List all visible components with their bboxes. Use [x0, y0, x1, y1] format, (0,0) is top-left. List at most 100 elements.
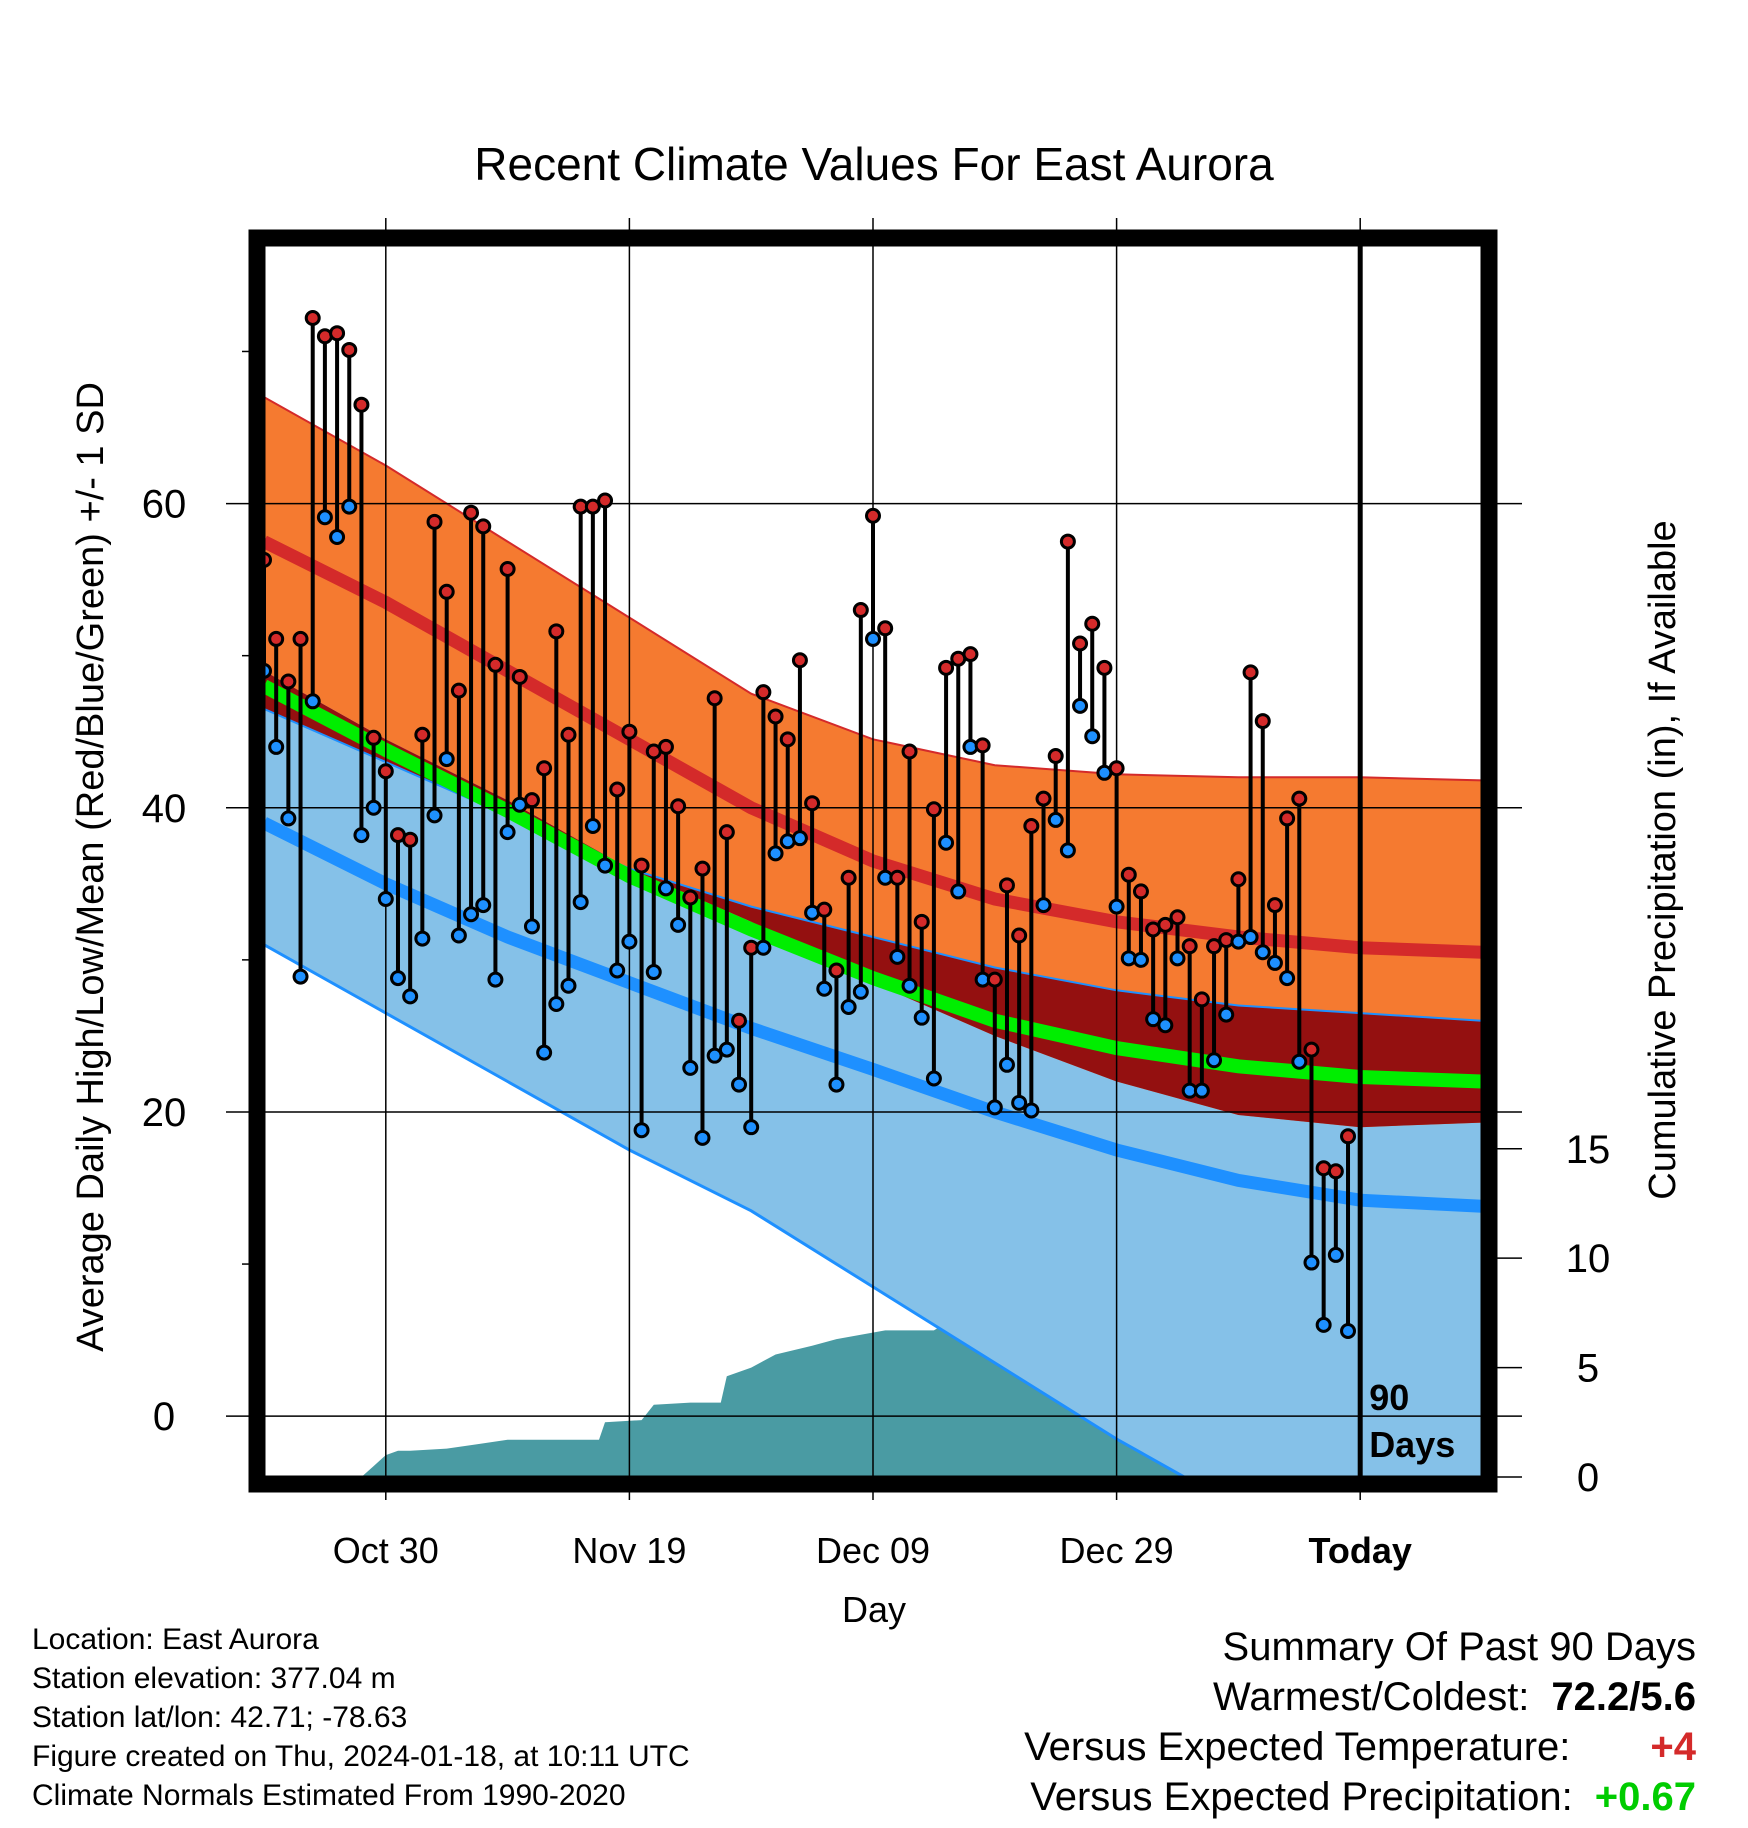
obs-high-point [913, 913, 930, 930]
obs-low-point [463, 906, 480, 923]
obs-low-point [938, 834, 955, 851]
today-days-number: 90 [1369, 1377, 1409, 1418]
obs-low-point [889, 948, 906, 965]
obs-low-point [475, 897, 492, 914]
normals-period-text: Climate Normals Estimated From 1990-2020 [32, 1779, 626, 1812]
obs-low-point [523, 918, 540, 935]
obs-high-point [816, 901, 833, 918]
obs-high-point [925, 801, 942, 818]
obs-low-point [1059, 842, 1076, 859]
obs-high-point [560, 726, 577, 743]
obs-low-point [1072, 697, 1089, 714]
obs-low-point [536, 1044, 553, 1061]
x-tick-label: Nov 19 [572, 1530, 686, 1571]
obs-high-point [584, 498, 601, 515]
obs-high-point [998, 877, 1015, 894]
obs-low-point [682, 1059, 699, 1076]
y-axis-label-temp: Average Daily High/Low/Mean (Red/Blue/Gr… [70, 382, 112, 1352]
obs-high-point [1193, 991, 1210, 1008]
obs-high-point [292, 630, 309, 647]
obs-high-point [633, 857, 650, 874]
obs-low-point [901, 977, 918, 994]
obs-low-point [743, 1119, 760, 1136]
obs-low-point [1011, 1094, 1028, 1111]
obs-high-point [1157, 916, 1174, 933]
y-tick-label-temp: 40 [142, 787, 187, 831]
obs-low-point [925, 1070, 942, 1087]
obs-low-point [292, 968, 309, 985]
y-tick-label-temp: 60 [142, 483, 187, 527]
obs-high-point [1279, 810, 1296, 827]
obs-low-point [816, 980, 833, 997]
obs-high-point [1254, 713, 1271, 730]
obs-high-point [1266, 897, 1283, 914]
x-tick-label: Dec 09 [816, 1530, 930, 1571]
y-axis-label-precip: Cumulative Precipitation (in), If Availa… [1642, 520, 1684, 1199]
warmest-coldest-value: 72.2/5.6 [1551, 1675, 1696, 1719]
obs-high-point [682, 889, 699, 906]
obs-high-point [804, 795, 821, 812]
y-tick-label-temp: 0 [153, 1395, 175, 1439]
obs-low-point [791, 830, 808, 847]
obs-high-point [828, 962, 845, 979]
obs-high-point [1108, 760, 1125, 777]
obs-low-point [998, 1056, 1015, 1073]
obs-high-point [865, 507, 881, 524]
obs-high-point [974, 737, 991, 754]
obs-high-point [852, 602, 869, 619]
obs-high-point [1072, 635, 1089, 652]
y-tick-label-precip: 0 [1577, 1456, 1599, 1500]
obs-high-point [402, 831, 419, 848]
obs-low-point [731, 1076, 748, 1093]
obs-low-point [548, 995, 565, 1012]
obs-low-point [584, 818, 601, 835]
warmest-coldest-label: Warmest/Coldest: [1213, 1675, 1530, 1719]
y-tick-label-precip: 15 [1566, 1128, 1611, 1172]
obs-high-point [1023, 818, 1040, 835]
obs-high-point [1242, 664, 1259, 681]
obs-low-point [1132, 951, 1149, 968]
obs-low-point [353, 827, 370, 844]
obs-high-point [731, 1012, 748, 1029]
obs-low-point [560, 977, 577, 994]
location-text: Location: East Aurora [32, 1623, 319, 1656]
obs-low-point [1169, 950, 1186, 967]
latlon-text: Station lat/lon: 42.71; -78.63 [32, 1701, 408, 1734]
obs-high-point [1047, 748, 1064, 765]
obs-high-point [1084, 615, 1101, 632]
obs-high-point [1327, 1163, 1344, 1180]
obs-low-point [1206, 1052, 1223, 1069]
obs-high-point [536, 760, 553, 777]
x-tick-label: Today [1309, 1530, 1412, 1571]
obs-high-point [889, 869, 906, 886]
obs-low-point [840, 999, 857, 1016]
obs-high-point [1206, 938, 1223, 955]
summary-panel: Summary Of Past 90 Days Warmest/Coldest:… [1024, 1622, 1696, 1822]
obs-high-point [609, 781, 626, 798]
obs-low-point [1084, 728, 1101, 745]
obs-low-point [438, 751, 455, 768]
obs-high-point [1230, 871, 1247, 888]
obs-low-point [280, 810, 297, 827]
obs-high-point [280, 673, 297, 690]
obs-low-point [1315, 1316, 1332, 1333]
obs-low-point [572, 894, 589, 911]
obs-low-point [377, 891, 394, 908]
obs-low-point [694, 1129, 711, 1146]
obs-low-point [913, 1009, 930, 1026]
station-info: Location: East Aurora Station elevation:… [32, 1620, 690, 1815]
obs-low-point [426, 807, 443, 824]
obs-high-point [463, 504, 480, 521]
obs-high-point [377, 763, 394, 780]
y-tick-label-temp: 20 [142, 1091, 187, 1135]
obs-low-point [1254, 944, 1271, 961]
obs-low-point [986, 1099, 1003, 1116]
overlap-band [264, 670, 1482, 1128]
obs-high-point [1120, 866, 1137, 883]
summary-title: Summary Of Past 90 Days [1222, 1625, 1696, 1669]
obs-high-point [840, 869, 857, 886]
obs-high-point [511, 668, 528, 685]
obs-low-point [1327, 1246, 1344, 1263]
obs-low-point [487, 971, 504, 988]
obs-high-point [1340, 1128, 1357, 1145]
